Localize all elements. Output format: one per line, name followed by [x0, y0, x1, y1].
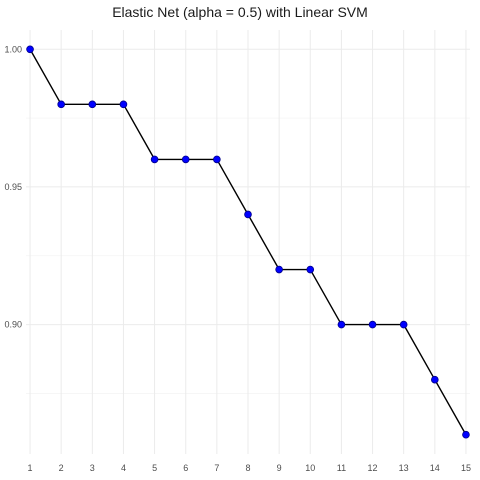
data-point — [150, 155, 159, 164]
x-tick-label: 1 — [28, 463, 33, 473]
data-point — [119, 100, 128, 109]
data-point — [337, 320, 346, 329]
data-point — [275, 265, 283, 274]
data-point — [462, 430, 470, 439]
y-tick-label: 0.95 — [4, 182, 22, 192]
x-tick-label: 12 — [368, 463, 378, 473]
x-tick-label: 15 — [461, 463, 471, 473]
y-tick-label: 0.90 — [4, 320, 22, 330]
x-tick-label: 2 — [59, 463, 64, 473]
data-point — [244, 210, 252, 219]
x-axis-tick-labels: 1 2 3 4 5 6 7 8 9 10 11 12 13 14 15 — [28, 463, 471, 473]
x-tick-label: 10 — [305, 463, 315, 473]
x-tick-label: 8 — [245, 463, 250, 473]
data-point — [399, 320, 408, 329]
x-tick-label: 9 — [277, 463, 282, 473]
x-tick-label: 3 — [90, 463, 95, 473]
chart-title: Elastic Net (alpha = 0.5) with Linear SV… — [112, 4, 368, 20]
x-tick-label: 7 — [214, 463, 219, 473]
x-tick-label: 11 — [337, 463, 346, 473]
data-point — [368, 320, 377, 329]
y-axis-tick-labels: 0.90 0.95 1.00 — [4, 44, 22, 329]
x-tick-label: 6 — [183, 463, 188, 473]
data-point — [88, 100, 97, 109]
data-point — [306, 265, 315, 274]
x-tick-label: 4 — [121, 463, 126, 473]
y-tick-label: 1.00 — [4, 44, 22, 54]
grid-lines — [26, 30, 470, 454]
data-points — [26, 45, 470, 439]
x-tick-label: 13 — [399, 463, 409, 473]
data-point — [213, 155, 221, 164]
data-point — [26, 45, 34, 54]
data-point — [181, 155, 190, 164]
data-point — [57, 100, 65, 109]
x-tick-label: 5 — [152, 463, 157, 473]
data-point — [431, 375, 439, 384]
x-tick-label: 14 — [430, 463, 440, 473]
